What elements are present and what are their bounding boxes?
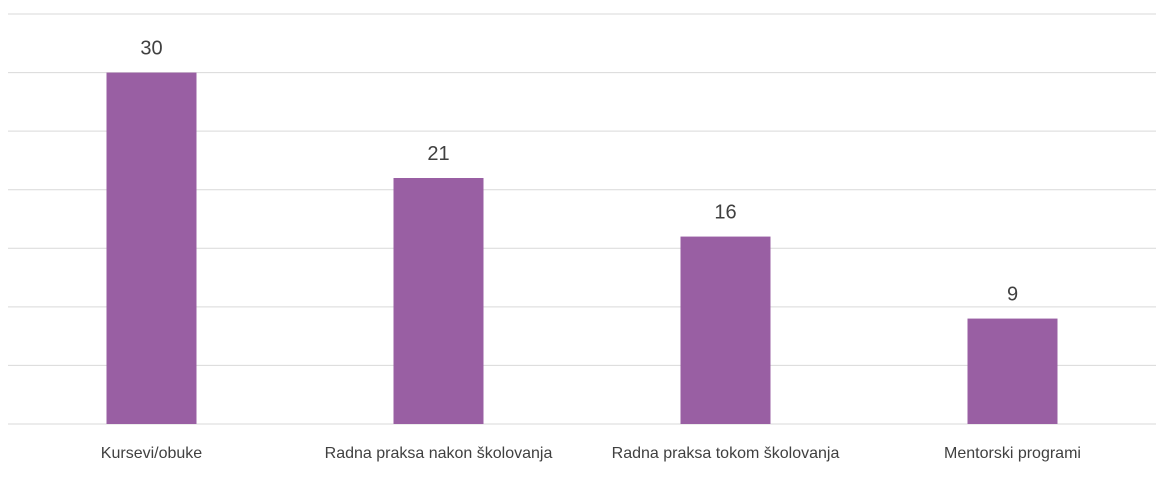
x-tick-label: Radna praksa nakon školovanja <box>324 445 553 462</box>
bar <box>680 236 771 424</box>
data-label: 30 <box>140 38 162 60</box>
x-tick-label: Radna praksa tokom školovanja <box>611 445 840 462</box>
bar <box>967 318 1058 424</box>
x-tick-label: Mentorski programi <box>944 445 1081 462</box>
x-tick-label: Kursevi/obuke <box>100 445 203 462</box>
data-label: 9 <box>1007 284 1018 306</box>
bar <box>393 178 484 424</box>
data-label: 21 <box>427 143 449 165</box>
bar <box>106 72 197 425</box>
data-label: 16 <box>714 202 736 224</box>
